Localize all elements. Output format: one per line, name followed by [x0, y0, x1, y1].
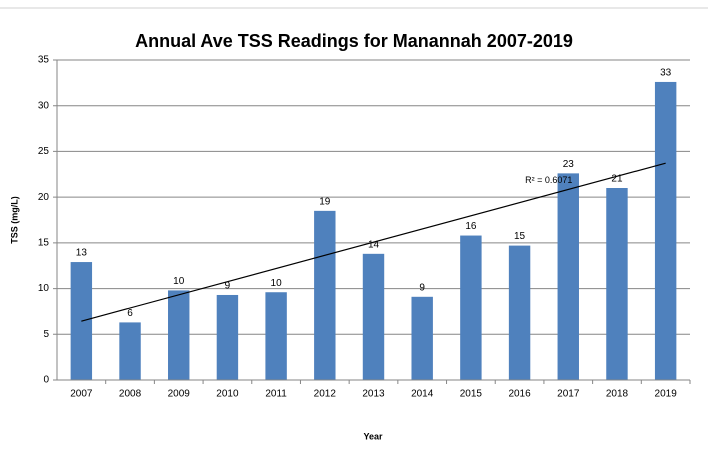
bar — [119, 322, 141, 380]
y-tick-label: 10 — [38, 283, 50, 294]
bar — [362, 253, 385, 380]
trend-line — [81, 162, 666, 322]
x-tick-label: 2008 — [119, 389, 142, 400]
bar — [216, 294, 239, 380]
y-tick-label: 15 — [38, 237, 50, 248]
x-tick-label: 2013 — [362, 389, 385, 400]
x-tick-label: 2009 — [168, 389, 191, 400]
x-tick-label: 2015 — [460, 389, 483, 400]
x-axis-title: Year — [363, 431, 383, 441]
bar — [606, 188, 628, 380]
value-label: 16 — [465, 221, 477, 232]
bar — [168, 290, 190, 380]
bar — [265, 292, 287, 380]
trendline-label: R² = 0.6071 — [525, 175, 572, 185]
x-tick-label: 2007 — [70, 389, 93, 400]
value-label: 33 — [660, 68, 672, 79]
y-tick-label: 5 — [43, 329, 49, 340]
value-label: 21 — [611, 174, 623, 185]
bar — [557, 173, 579, 380]
x-tick-label: 2014 — [411, 389, 434, 400]
x-tick-label: 2018 — [606, 389, 629, 400]
bar — [654, 81, 677, 380]
y-tick-label: 30 — [38, 100, 50, 111]
y-tick-label: 0 — [43, 375, 49, 386]
bar — [411, 296, 433, 380]
value-label: 19 — [319, 196, 331, 207]
bar — [314, 210, 336, 380]
value-label: 9 — [419, 282, 425, 293]
bar — [460, 235, 482, 380]
value-label: 10 — [173, 276, 185, 287]
chart-title: Annual Ave TSS Readings for Manannah 200… — [135, 31, 573, 51]
x-tick-label: 2019 — [655, 389, 678, 400]
value-label: 6 — [127, 308, 133, 319]
value-label: 23 — [563, 159, 575, 170]
value-label: 9 — [225, 281, 231, 292]
value-label: 15 — [514, 231, 526, 242]
y-tick-label: 20 — [38, 192, 50, 203]
x-tick-label: 2016 — [508, 389, 531, 400]
bar — [508, 245, 531, 380]
value-label: 10 — [271, 278, 283, 289]
x-tick-label: 2010 — [216, 389, 239, 400]
value-label: 14 — [368, 239, 380, 250]
y-tick-label: 25 — [38, 146, 50, 157]
y-axis-title: TSS (mg/L) — [9, 196, 19, 244]
x-tick-label: 2017 — [557, 389, 580, 400]
value-label: 13 — [76, 248, 88, 259]
y-tick-label: 35 — [38, 55, 50, 66]
x-tick-label: 2012 — [314, 389, 337, 400]
x-tick-label: 2011 — [265, 389, 287, 400]
